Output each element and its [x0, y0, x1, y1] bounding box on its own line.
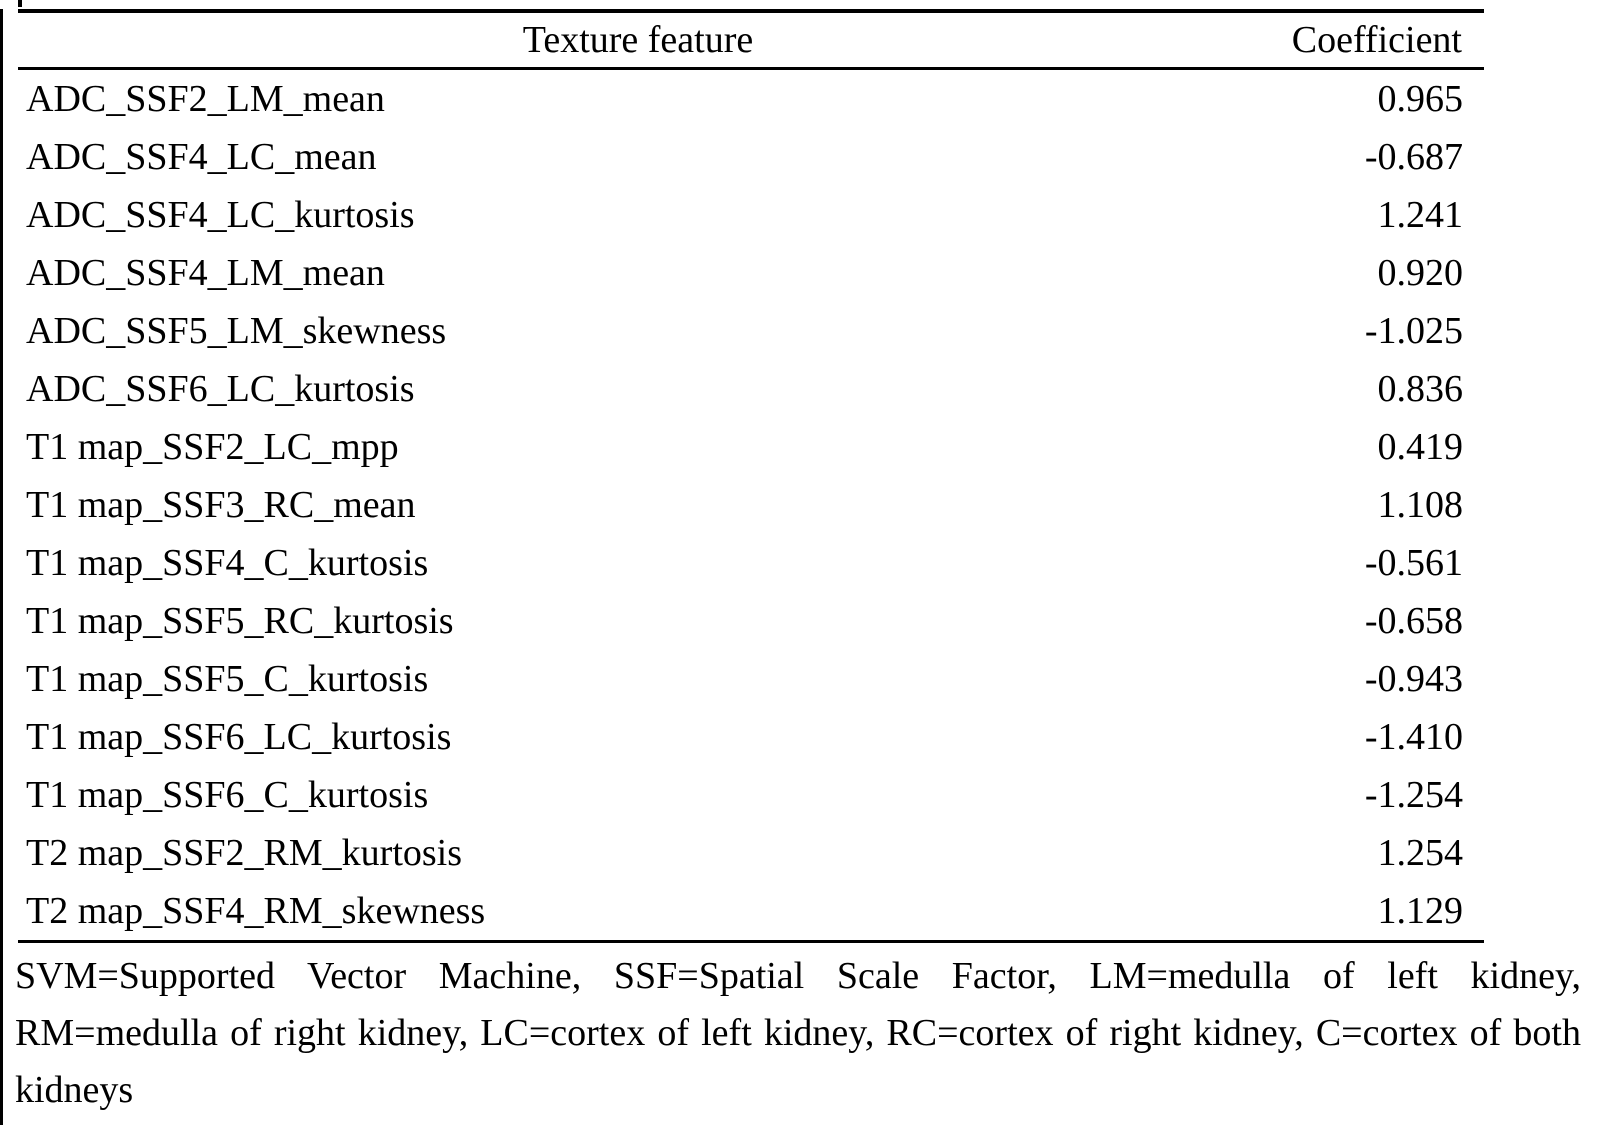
coefficient-cell: -0.658: [1364, 600, 1463, 642]
coefficient-cell: 0.920: [1377, 252, 1464, 294]
feature-cell: T2 map_SSF2_RM_kurtosis: [26, 832, 463, 874]
coefficient-cell: 1.241: [1377, 194, 1464, 236]
feature-cell: T1 map_SSF4_C_kurtosis: [26, 542, 429, 584]
table-row: T1 map_SSF6_LC_kurtosis -1.410: [18, 708, 1484, 766]
coefficient-cell: -0.687: [1364, 136, 1463, 178]
abbreviations-footnote: SVM=Supported Vector Machine, SSF=Spatia…: [15, 955, 1581, 1111]
feature-cell: T2 map_SSF4_RM_skewness: [26, 890, 486, 932]
table-row: T1 map_SSF3_RC_mean 1.108: [18, 476, 1484, 534]
table-row: ADC_SSF5_LM_skewness -1.025: [18, 302, 1484, 360]
feature-cell: T1 map_SSF6_C_kurtosis: [26, 774, 429, 816]
table-row: T1 map_SSF2_LC_mpp 0.419: [18, 418, 1484, 476]
feature-cell: ADC_SSF4_LC_mean: [26, 136, 377, 178]
coefficient-cell: -1.254: [1364, 774, 1463, 816]
page-left-border: [0, 9, 3, 1125]
coefficient-cell: -0.943: [1364, 658, 1463, 700]
table-row: T1 map_SSF5_RC_kurtosis -0.658: [18, 592, 1484, 650]
feature-cell: T1 map_SSF6_LC_kurtosis: [26, 716, 452, 758]
coefficient-cell: 0.836: [1377, 368, 1464, 410]
table-top-rule: [18, 9, 1484, 13]
feature-cell: T1 map_SSF2_LC_mpp: [26, 426, 399, 468]
coefficient-cell: 1.108: [1377, 484, 1464, 526]
column-header-coefficient: Coefficient: [1291, 19, 1462, 61]
coefficient-cell: -0.561: [1364, 542, 1463, 584]
feature-cell: T1 map_SSF5_C_kurtosis: [26, 658, 429, 700]
coefficient-cell: -1.025: [1364, 310, 1463, 352]
table-header-rule: [18, 67, 1484, 70]
coefficient-cell: 0.965: [1377, 78, 1464, 120]
top-left-tick: [18, 0, 22, 7]
coefficient-cell: 1.254: [1377, 832, 1464, 874]
table-row: T1 map_SSF5_C_kurtosis -0.943: [18, 650, 1484, 708]
table-row: T2 map_SSF4_RM_skewness 1.129: [18, 882, 1484, 940]
coefficient-cell: 1.129: [1377, 890, 1464, 932]
table-row: T1 map_SSF6_C_kurtosis -1.254: [18, 766, 1484, 824]
table-row: ADC_SSF4_LC_kurtosis 1.241: [18, 186, 1484, 244]
feature-cell: T1 map_SSF5_RC_kurtosis: [26, 600, 454, 642]
feature-cell: ADC_SSF2_LM_mean: [26, 78, 385, 120]
coefficient-cell: -1.410: [1364, 716, 1463, 758]
table-row: ADC_SSF2_LM_mean 0.965: [18, 70, 1484, 128]
table-body: ADC_SSF2_LM_mean 0.965 ADC_SSF4_LC_mean …: [18, 70, 1484, 940]
feature-cell: ADC_SSF4_LC_kurtosis: [26, 194, 415, 236]
feature-cell: ADC_SSF6_LC_kurtosis: [26, 368, 415, 410]
coefficient-cell: 0.419: [1377, 426, 1464, 468]
table-row: ADC_SSF6_LC_kurtosis 0.836: [18, 360, 1484, 418]
feature-cell: T1 map_SSF3_RC_mean: [26, 484, 416, 526]
table-row: ADC_SSF4_LC_mean -0.687: [18, 128, 1484, 186]
table-row: ADC_SSF4_LM_mean 0.920: [18, 244, 1484, 302]
table-row: T1 map_SSF4_C_kurtosis -0.561: [18, 534, 1484, 592]
feature-cell: ADC_SSF5_LM_skewness: [26, 310, 447, 352]
table-row: T2 map_SSF2_RM_kurtosis 1.254: [18, 824, 1484, 882]
column-header-texture-feature: Texture feature: [522, 19, 754, 61]
feature-cell: ADC_SSF4_LM_mean: [26, 252, 385, 294]
table-bottom-rule: [18, 940, 1484, 943]
